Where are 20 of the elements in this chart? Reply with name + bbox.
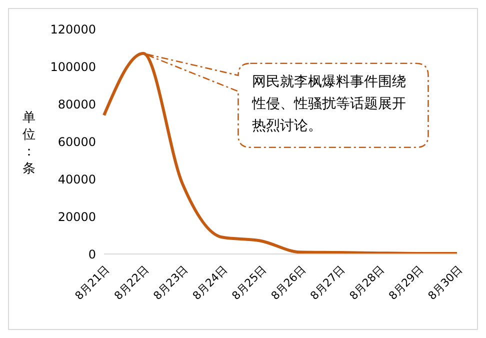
y-tick-label: 0: [88, 247, 96, 262]
x-tick-label: 8月27日: [308, 262, 348, 303]
x-tick-label: 8月29日: [386, 262, 426, 303]
x-tick-label: 8月26日: [268, 262, 308, 303]
y-tick-label: 100000: [50, 60, 96, 74]
x-tick-label: 8月22日: [112, 262, 152, 303]
x-tick-label: 8月25日: [229, 262, 270, 303]
x-tick-label: 8月30日: [426, 262, 466, 303]
y-tick-label: 120000: [50, 22, 96, 36]
y-tick-label: 80000: [58, 97, 96, 112]
y-tick-label: 20000: [58, 210, 96, 224]
x-tick-label: 8月28日: [347, 262, 387, 303]
annotation: 网民就李枫爆料事件围绕性侵、性骚扰等话题展开热烈讨论。: [252, 73, 408, 136]
y-tick-label: 60000: [58, 134, 96, 149]
x-tick-label: 8月21日: [72, 262, 112, 303]
y-tick-label: 40000: [58, 172, 96, 186]
x-tick-label: 8月23日: [150, 262, 191, 303]
line-series: [102, 52, 458, 254]
x-tick-label: 8月24日: [190, 262, 230, 303]
y-axis-title: 单位：条: [22, 110, 36, 176]
